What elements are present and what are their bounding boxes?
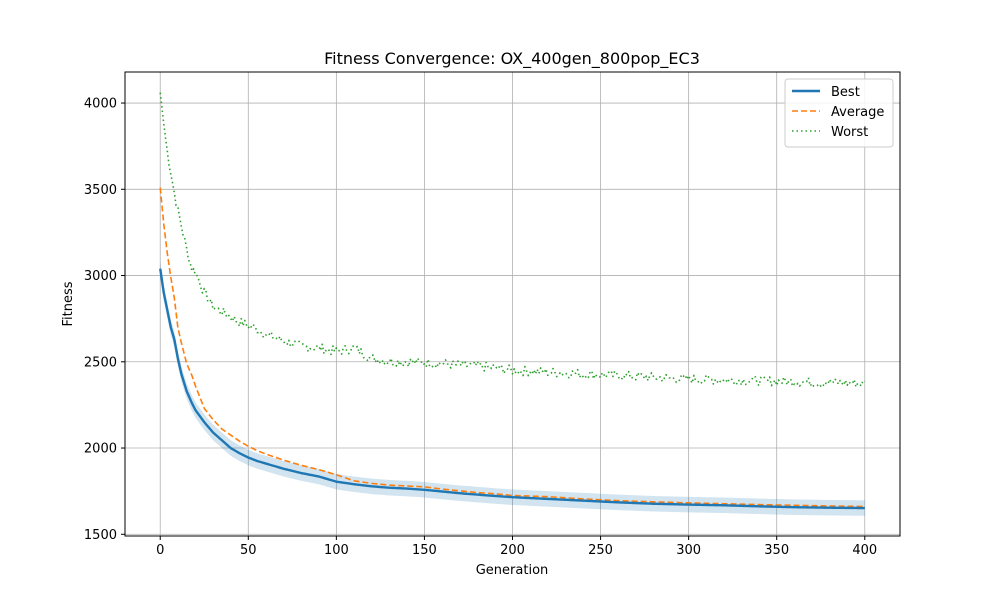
y-axis-label: Fitness	[61, 281, 76, 326]
y-tick-label: 1500	[84, 528, 117, 543]
series-line-best	[159, 268, 865, 510]
series-line-worst	[159, 92, 866, 388]
legend-worst-label: Worst	[831, 125, 868, 140]
x-tick-label: 300	[676, 543, 701, 558]
x-tick-label: 250	[588, 543, 613, 558]
x-tick-label: 0	[156, 543, 164, 558]
x-tick-label: 350	[764, 543, 789, 558]
legend-box	[784, 78, 894, 148]
x-tick-label: 50	[240, 543, 257, 558]
x-axis-label: Generation	[476, 563, 549, 578]
chart-title: Fitness Convergence: OX_400gen_800pop_EC…	[324, 49, 700, 69]
y-tick-label: 3000	[84, 269, 117, 284]
x-axis-ticks: 0 50 100 150 200 250 300 350 400	[156, 536, 877, 558]
series-line-average	[159, 187, 865, 508]
grid	[125, 72, 900, 536]
y-axis-ticks: 1500 2000 2500 3000 3500 4000	[84, 97, 125, 543]
x-tick-label: 200	[500, 543, 525, 558]
y-tick-label: 2000	[84, 442, 117, 457]
x-tick-label: 150	[412, 543, 437, 558]
y-tick-label: 2500	[84, 355, 117, 370]
legend-average-label: Average	[831, 105, 884, 120]
x-tick-label: 400	[852, 543, 877, 558]
legend-best-label: Best	[831, 85, 860, 100]
x-tick-label: 100	[324, 543, 349, 558]
series-lines	[159, 92, 866, 510]
legend: Best Average Worst	[784, 78, 894, 148]
y-tick-label: 3500	[84, 183, 117, 198]
y-tick-label: 4000	[84, 97, 117, 112]
